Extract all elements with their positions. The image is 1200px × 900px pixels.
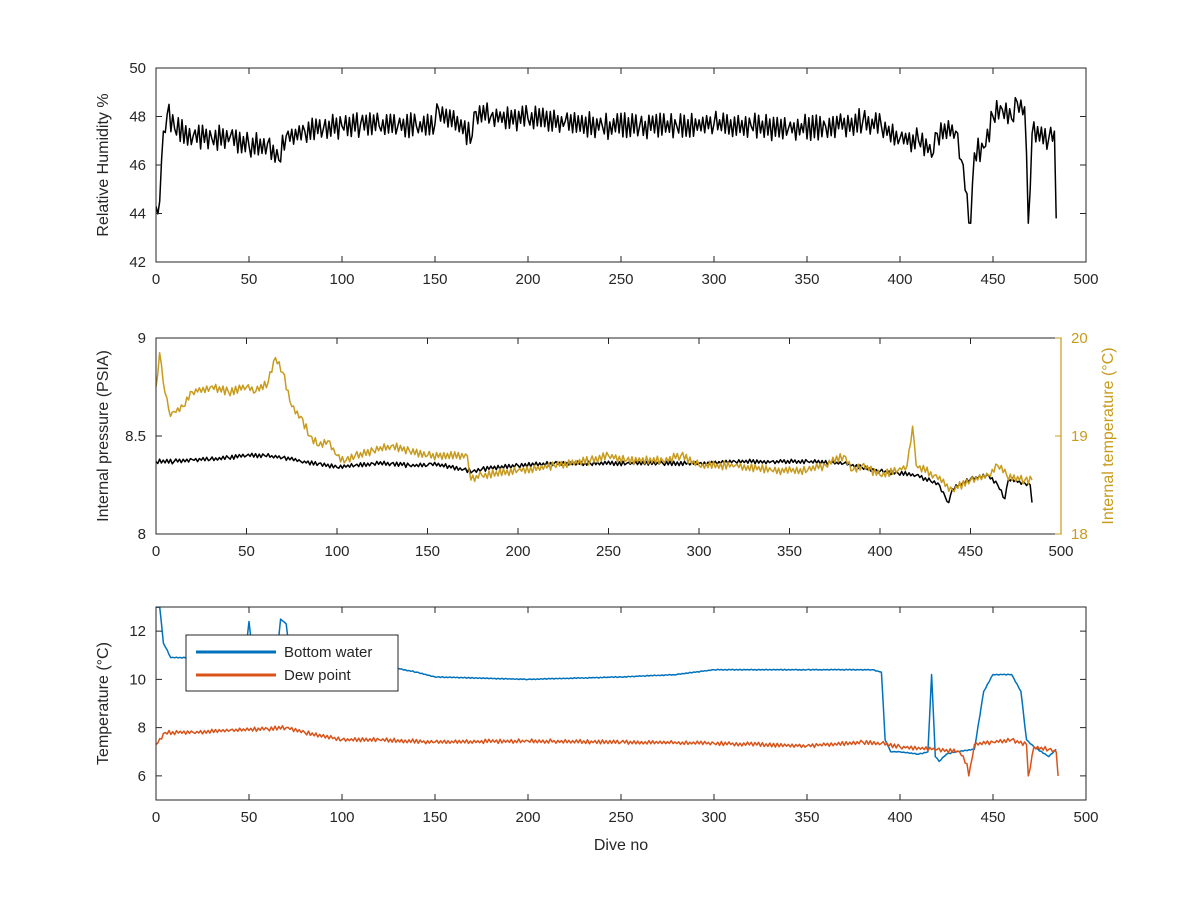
x-tick-label: 250 — [608, 271, 633, 288]
x-tick-label: 150 — [415, 543, 440, 560]
series-line-1-1 — [156, 96, 1057, 224]
x-tick-label: 200 — [515, 809, 540, 826]
x-tick-label: 450 — [980, 271, 1005, 288]
x-tick-label: 200 — [515, 271, 540, 288]
x-tick-label: 100 — [324, 543, 349, 560]
x-tick-label: 150 — [422, 271, 447, 288]
x-tick-label: 50 — [241, 271, 258, 288]
series-line-2-2 — [156, 351, 1033, 493]
axes-box — [155, 337, 1062, 535]
x-tick-label: 450 — [958, 543, 983, 560]
y-tick-label: 9 — [138, 330, 146, 347]
y-tick-label: 48 — [129, 109, 146, 126]
x-tick-label: 200 — [505, 543, 530, 560]
y-tick-label-right: 19 — [1071, 428, 1088, 445]
x-tick-label: 300 — [686, 543, 711, 560]
y-axis-label: Temperature (°C) — [95, 642, 112, 765]
x-tick-label: 350 — [794, 271, 819, 288]
subplot-1: 0 50 100 150 200 250 300 350 400 450 500 42 44 46 48 50… — [95, 60, 1099, 288]
subplot-3: 0 50 100 150 200 250 300 350 400 450 500 6 8 10 12 Temp… — [95, 606, 1099, 854]
y-axis-label: Relative Humidity % — [95, 93, 112, 236]
x-tick-label: 0 — [152, 543, 160, 560]
y-tick-label: 44 — [129, 206, 146, 223]
x-tick-label: 250 — [608, 809, 633, 826]
x-tick-label: 0 — [152, 271, 160, 288]
y-tick-label: 8 — [138, 720, 146, 737]
x-tick-label: 500 — [1073, 809, 1098, 826]
legend: Bottom water Dew point — [185, 634, 399, 692]
x-tick-label: 400 — [887, 271, 912, 288]
x-tick-label: 100 — [329, 271, 354, 288]
legend-box — [185, 634, 399, 692]
x-tick-label: 150 — [422, 809, 447, 826]
y-tick-label: 6 — [138, 768, 146, 785]
x-tick-label: 500 — [1073, 271, 1098, 288]
legend-label: Dew point — [284, 667, 352, 684]
axes-box — [155, 67, 1087, 263]
x-tick-label: 450 — [980, 809, 1005, 826]
x-axis-label: Dive no — [594, 837, 648, 854]
x-tick-label: 300 — [701, 809, 726, 826]
y-tick-label: 46 — [129, 157, 146, 174]
y-axis-label-right: Internal temperature (°C) — [1100, 347, 1117, 524]
x-tick-label: 400 — [867, 543, 892, 560]
y-tick-label: 8.5 — [125, 428, 146, 445]
y-tick-label: 8 — [138, 526, 146, 543]
subplot-2: 0 50 100 150 200 250 300 350 400 450 500 8 8.5 9 18 19 2… — [95, 330, 1117, 560]
x-tick-label: 0 — [152, 809, 160, 826]
x-tick-label: 50 — [241, 809, 258, 826]
x-tick-label: 50 — [238, 543, 255, 560]
y-tick-label-right: 20 — [1071, 330, 1088, 347]
x-tick-label: 400 — [887, 809, 912, 826]
legend-label: Bottom water — [284, 644, 372, 661]
y-tick-label: 12 — [129, 623, 146, 640]
x-tick-label: 300 — [701, 271, 726, 288]
y-tick-label: 42 — [129, 254, 146, 271]
x-tick-label: 350 — [777, 543, 802, 560]
y-tick-label: 50 — [129, 60, 146, 77]
x-tick-label: 100 — [329, 809, 354, 826]
y-tick-label-right: 18 — [1071, 526, 1088, 543]
y-axis-label: Internal pressure (PSIA) — [95, 350, 112, 522]
series-line-3-2 — [156, 725, 1059, 777]
x-tick-label: 250 — [596, 543, 621, 560]
y-tick-label: 10 — [129, 671, 146, 688]
x-tick-label: 350 — [794, 809, 819, 826]
x-tick-label: 500 — [1048, 543, 1073, 560]
